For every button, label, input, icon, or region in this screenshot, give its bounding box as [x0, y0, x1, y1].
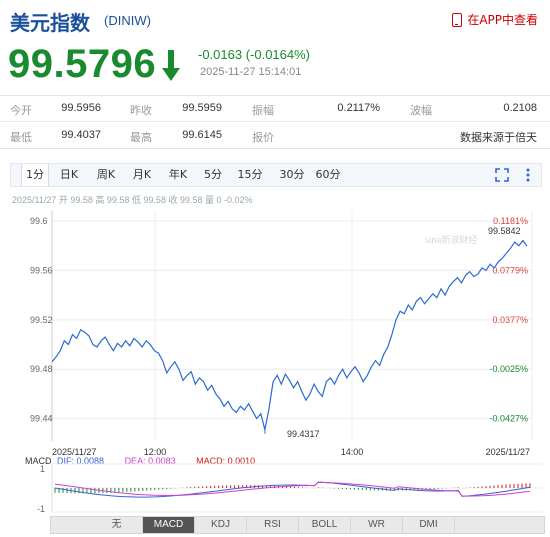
- tab-5min[interactable]: 5分: [204, 168, 222, 181]
- pct-tick-label: 0.0779%: [492, 265, 528, 275]
- x-tick-label: 2025/11/27: [52, 447, 96, 457]
- tab-indicator-boll[interactable]: BOLL: [299, 517, 351, 533]
- x-axis-ticks: 2025/11/27 12:00 14:00 2025/11/27: [52, 447, 530, 457]
- tab-indicator-macd[interactable]: MACD: [143, 517, 195, 533]
- tab-indicator-wr[interactable]: WR: [351, 517, 403, 533]
- stats-table: 今开 99.5956 昨收 99.5959 振幅 0.2117% 波幅 0.21…: [0, 95, 550, 149]
- y-tick-label: 99.48: [30, 364, 53, 374]
- pct-tick-label: 0.1181%: [493, 216, 528, 226]
- macd-dea-line: [54, 482, 531, 497]
- open-in-app-label: 在APP中查看: [467, 13, 538, 27]
- y-tick-label: 99.56: [30, 265, 53, 275]
- chart-grid: [51, 211, 533, 441]
- macd-chart: 1 -1: [37, 463, 542, 514]
- macd-title: MACD: [25, 456, 52, 466]
- tab-1min[interactable]: 1分: [21, 164, 49, 186]
- ohlc-info-line: 2025/11/27 开 99.58 高 99.58 低 99.58 收 99.…: [12, 195, 253, 205]
- stat-value-high: 99.6145: [182, 129, 222, 141]
- macd-dea: DEA: 0.0083: [124, 456, 176, 466]
- pct-tick-label: -0.0025%: [489, 364, 528, 374]
- tab-30min[interactable]: 30分: [279, 168, 305, 181]
- tab-15min[interactable]: 15分: [237, 168, 263, 181]
- symbol-code: (DINIW): [104, 13, 151, 28]
- stat-label-amplitude: 振幅: [252, 105, 274, 117]
- stat-label-quote: 报价: [252, 132, 274, 144]
- stat-label-range: 波幅: [410, 105, 432, 117]
- tab-weekly[interactable]: 周K: [96, 168, 116, 181]
- macd-dif: DIF: 0.0088: [57, 456, 105, 466]
- tab-monthly[interactable]: 月K: [132, 168, 152, 181]
- stat-label-prev-close: 昨收: [130, 105, 152, 117]
- tab-yearly[interactable]: 年K: [168, 168, 188, 181]
- quote-timestamp: 2025-11-27 15:14:01: [200, 66, 302, 78]
- tab-indicator-kdj[interactable]: KDJ: [195, 517, 247, 533]
- stat-value-amplitude: 0.2117%: [337, 102, 380, 114]
- macd-dif-line: [54, 481, 531, 498]
- stat-label-high: 最高: [130, 132, 152, 144]
- y-tick-label: 99.52: [30, 315, 53, 325]
- macd-tick-bottom: -1: [37, 504, 45, 514]
- price-change: -0.0163 (-0.0164%): [198, 47, 311, 62]
- tab-indicator-dmi[interactable]: DMI: [403, 517, 455, 533]
- pct-axis-ticks: 0.1181% 0.0779% 0.0377% -0.0025% -0.0427%: [489, 216, 528, 424]
- stat-value-prev-close: 99.5959: [182, 102, 222, 114]
- macd-value: MACD: 0.0010: [196, 456, 256, 466]
- fullscreen-icon[interactable]: [495, 168, 509, 182]
- x-tick-label: 2025/11/27: [486, 447, 530, 457]
- header: 美元指数 (DINIW) 在APP中查看: [0, 0, 550, 36]
- y-tick-label: 99.6: [30, 216, 48, 226]
- page-title: 美元指数: [10, 11, 90, 35]
- tab-indicator-none[interactable]: 无: [91, 517, 143, 533]
- open-in-app-link[interactable]: 在APP中查看: [452, 11, 538, 28]
- y-tick-label: 99.44: [30, 414, 53, 424]
- pct-tick-label: -0.0427%: [489, 414, 528, 424]
- y-axis-ticks: 99.6 99.56 99.52 99.48 99.44: [30, 216, 53, 424]
- pct-tick-label: 0.0377%: [492, 315, 528, 325]
- price-line: [51, 239, 528, 430]
- tab-daily[interactable]: 日K: [59, 168, 79, 181]
- stats-row: 最低 99.4037 最高 99.6145 报价 数据来源于倍天: [0, 123, 550, 149]
- last-price-label: 99.5842: [488, 226, 521, 236]
- stat-value-range: 0.2108: [503, 102, 537, 114]
- indicator-tabs: 无 MACD KDJ RSI BOLL WR DMI: [50, 516, 545, 534]
- low-price-label: 99.4317: [287, 429, 320, 439]
- stat-value-source: 数据来源于倍天: [460, 132, 537, 144]
- stat-label-open: 今开: [10, 105, 32, 117]
- tab-indicator-rsi[interactable]: RSI: [247, 517, 299, 533]
- phone-icon: [452, 12, 463, 27]
- macd-legend: MACD DIF: 0.0088 DEA: 0.0083 MACD: 0.001…: [25, 456, 255, 466]
- more-icon[interactable]: [521, 168, 535, 182]
- macd-tick-top: 1: [40, 464, 45, 474]
- current-price: 99.5796: [8, 42, 157, 86]
- stats-row: 今开 99.5956 昨收 99.5959 振幅 0.2117% 波幅 0.21…: [0, 96, 550, 122]
- stat-label-low: 最低: [10, 132, 32, 144]
- stat-value-open: 99.5956: [61, 102, 101, 114]
- tab-60min[interactable]: 60分: [315, 168, 341, 181]
- period-tabs: 1分 日K 周K 月K 年K 5分 15分 30分 60分: [10, 163, 542, 187]
- x-tick-label: 12:00: [144, 447, 167, 457]
- stat-value-low: 99.4037: [61, 129, 101, 141]
- x-tick-label: 14:00: [341, 447, 364, 457]
- chart-watermark: sina新浪财经: [425, 234, 478, 245]
- arrow-down-icon: [162, 50, 180, 81]
